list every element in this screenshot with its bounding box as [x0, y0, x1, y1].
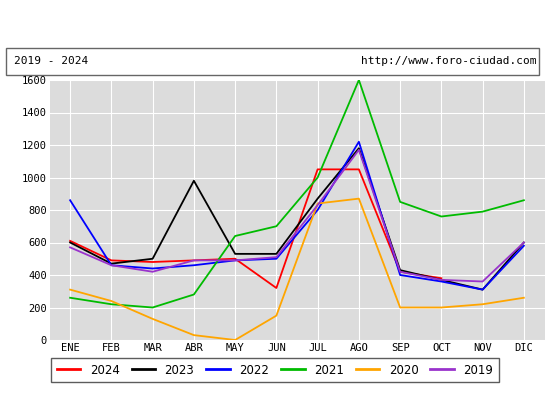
Text: Evolucion Nº Turistas Nacionales en el municipio de Deleitosa: Evolucion Nº Turistas Nacionales en el m… [69, 16, 481, 30]
Bar [6, 48, 539, 74]
Text: http://www.foro-ciudad.com: http://www.foro-ciudad.com [361, 56, 536, 66]
Legend: 2024, 2023, 2022, 2021, 2020, 2019: 2024, 2023, 2022, 2021, 2020, 2019 [51, 358, 499, 382]
Text: 2019 - 2024: 2019 - 2024 [14, 56, 88, 66]
